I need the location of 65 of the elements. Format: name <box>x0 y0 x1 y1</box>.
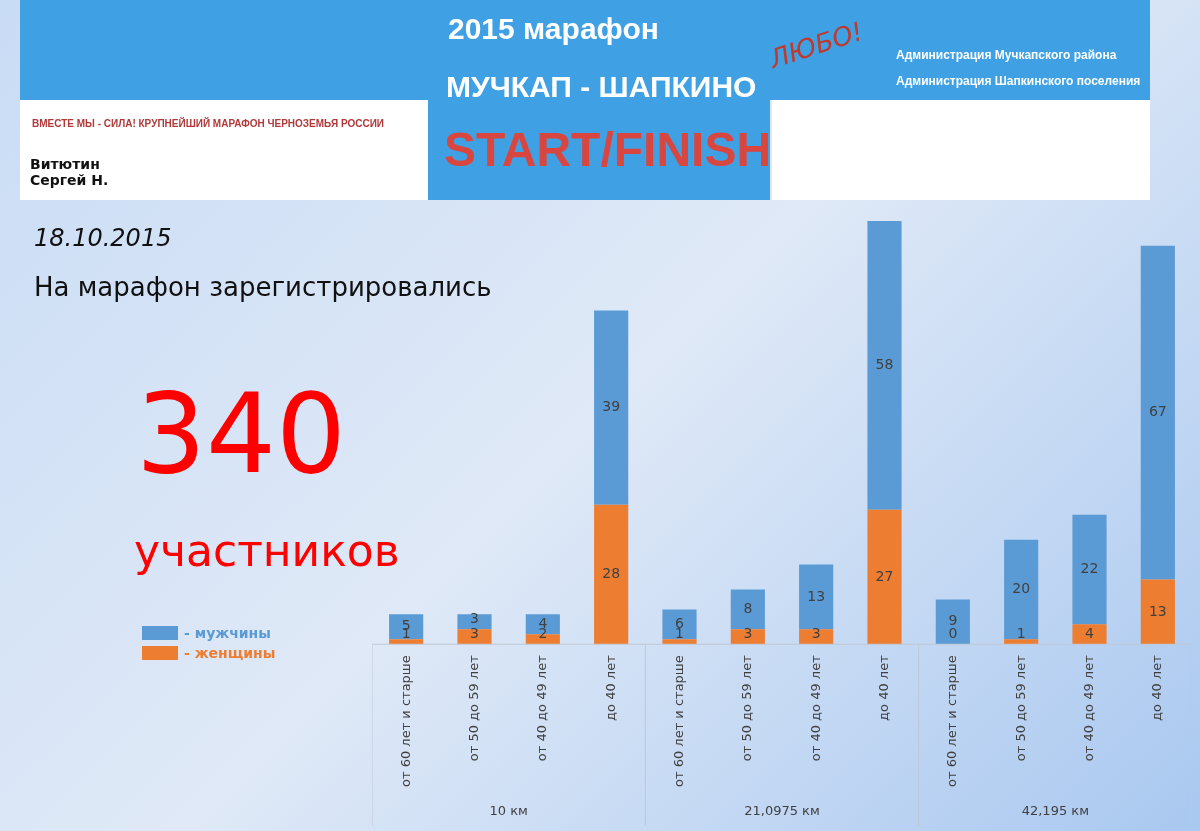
data-label: 39 <box>602 398 621 415</box>
x-tick-label: до 40 лет <box>1149 654 1165 721</box>
bar <box>389 614 424 640</box>
x-tick-label: от 60 лет и старше <box>670 655 686 788</box>
text: 10 км <box>489 803 528 819</box>
data-label: 67 <box>1148 403 1167 420</box>
data-label: 3 <box>470 609 479 626</box>
data-label: 28 <box>602 565 621 582</box>
text: Витютин Сергей Н. <box>30 156 110 188</box>
text: 2015 марафон <box>448 12 659 46</box>
bar <box>457 614 492 630</box>
text: 18.10.2015 <box>34 224 172 252</box>
bar <box>662 639 697 645</box>
data-label: 58 <box>875 355 894 372</box>
bar <box>594 310 629 505</box>
legend-label: - женщины <box>183 644 276 663</box>
data-label: 4 <box>1085 624 1095 641</box>
data-label: 3 <box>811 624 821 641</box>
text: START/FINISH <box>444 122 772 177</box>
data-label: 27 <box>875 567 894 584</box>
data-label: 1 <box>1016 624 1026 641</box>
bar <box>1072 514 1107 625</box>
data-label: 20 <box>1012 580 1031 597</box>
bar <box>662 609 697 640</box>
bar <box>457 629 492 645</box>
data-label: 22 <box>1080 560 1099 577</box>
bar <box>867 220 902 510</box>
x-tick-label: до 40 лет <box>602 654 618 721</box>
x-tick-label: от 50 до 59 лет <box>1012 654 1028 762</box>
text: 340 <box>136 370 346 498</box>
bar <box>594 504 629 645</box>
x-tick-label: от 40 до 49 лет <box>1080 654 1096 762</box>
bar <box>389 639 424 645</box>
x-tick-label: от 40 до 49 лет <box>807 654 823 762</box>
text: Администрация Шапкинского поселения <box>896 74 1141 88</box>
data-label: 3 <box>743 624 753 641</box>
bar <box>799 564 834 630</box>
bar <box>1072 624 1107 645</box>
bar <box>935 599 970 645</box>
text: ВМЕСТЕ МЫ - СИЛА! КРУПНЕЙШИЙ МАРАФОН ЧЕРНОЗЕМЬЯ РОССИИ <box>32 118 385 129</box>
text: 21,0975 км <box>744 803 820 819</box>
bar <box>1140 579 1175 645</box>
x-tick-label: от 60 лет и старше <box>944 655 960 788</box>
data-label: 13 <box>1148 602 1167 619</box>
bar <box>1140 245 1175 580</box>
x-tick-label: от 50 до 59 лет <box>465 654 481 762</box>
x-tick-label: от 60 лет и старше <box>397 655 413 788</box>
legend-label: - мужчины <box>183 624 272 643</box>
text: 42,195 км <box>1021 803 1089 819</box>
bar <box>730 589 765 630</box>
annotation: участников <box>134 525 400 576</box>
bar <box>1004 639 1039 645</box>
bar <box>730 629 765 645</box>
x-tick-label: от 40 до 49 лет <box>534 654 550 762</box>
text: МУЧКАП - ШАПКИНО <box>446 70 757 104</box>
bar <box>867 509 902 645</box>
bar <box>799 629 834 645</box>
data-label: 3 <box>470 624 479 641</box>
data-label: 13 <box>807 587 826 604</box>
text: Администрация Мучкапского района <box>896 48 1117 62</box>
data-label: 8 <box>743 600 753 617</box>
annotation: На марафон зарегистрировались <box>34 272 492 302</box>
x-tick-label: от 50 до 59 лет <box>739 654 755 762</box>
bar <box>1004 539 1039 640</box>
x-tick-label: до 40 лет <box>875 654 891 721</box>
